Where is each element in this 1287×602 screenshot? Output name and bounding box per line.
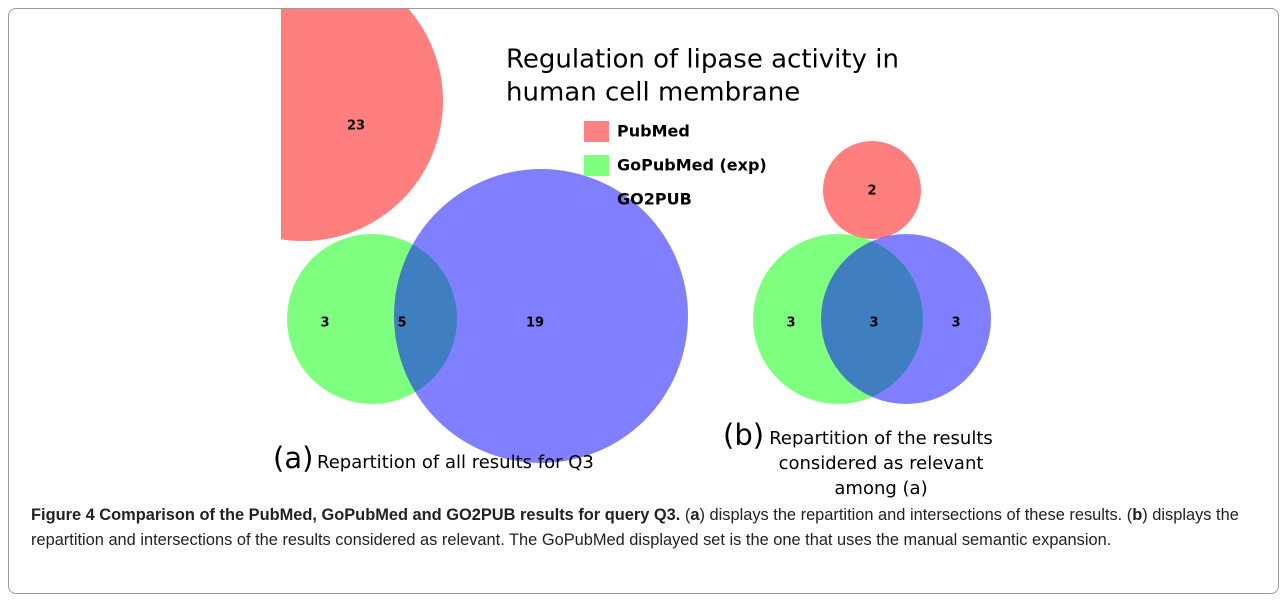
- caption: Figure 4 Comparison of the PubMed, GoPub…: [31, 503, 1276, 553]
- panel-label: considered as relevant: [779, 453, 984, 474]
- region-count: 2: [867, 184, 876, 199]
- caption-heading: Figure 4 Comparison of the PubMed, GoPub…: [31, 506, 681, 524]
- caption-part: ) displays the repartition and intersect…: [699, 506, 1133, 524]
- region-count: 3: [951, 316, 960, 331]
- panel-letter: (a): [273, 441, 313, 475]
- pubmed-circle: [281, 9, 443, 241]
- panel-label: Repartition of the results: [769, 428, 993, 449]
- caption-part: ) displays the repartition and intersect…: [31, 506, 1239, 549]
- panel-letter: (b): [723, 418, 764, 452]
- figure: 23 3 5 19 (a) Repartition of all results…: [273, 9, 993, 499]
- legend: PubMed GoPubMed (exp) GO2PUB: [584, 121, 767, 210]
- legend-label: PubMed: [617, 122, 690, 141]
- region-count: 23: [347, 119, 365, 134]
- region-count: 5: [397, 316, 406, 331]
- figure-frame: 23 3 5 19 (a) Repartition of all results…: [8, 8, 1279, 594]
- region-count: 3: [786, 316, 795, 331]
- region-count: 19: [526, 316, 544, 331]
- region-count: 3: [320, 316, 329, 331]
- title: human cell membrane: [506, 78, 800, 108]
- caption-part: b: [1132, 506, 1143, 524]
- legend-swatch: [584, 121, 609, 142]
- caption-text: (a) displays the repartition and interse…: [31, 506, 1239, 549]
- panel-label: among (a): [834, 478, 927, 499]
- pubmed-circle: [823, 141, 921, 239]
- legend-label: GO2PUB: [617, 190, 692, 209]
- region-count: 3: [869, 316, 878, 331]
- legend-swatch: [584, 155, 609, 176]
- go2pub-circle: [821, 234, 991, 404]
- legend-label: GoPubMed (exp): [617, 156, 767, 175]
- go2pub-circle: [394, 169, 688, 463]
- caption-part: a: [690, 506, 700, 524]
- legend-swatch: [584, 189, 609, 210]
- panel-label: Repartition of all results for Q3: [317, 452, 594, 473]
- caption-part: (: [684, 506, 691, 524]
- title: Regulation of lipase activity in: [506, 45, 899, 75]
